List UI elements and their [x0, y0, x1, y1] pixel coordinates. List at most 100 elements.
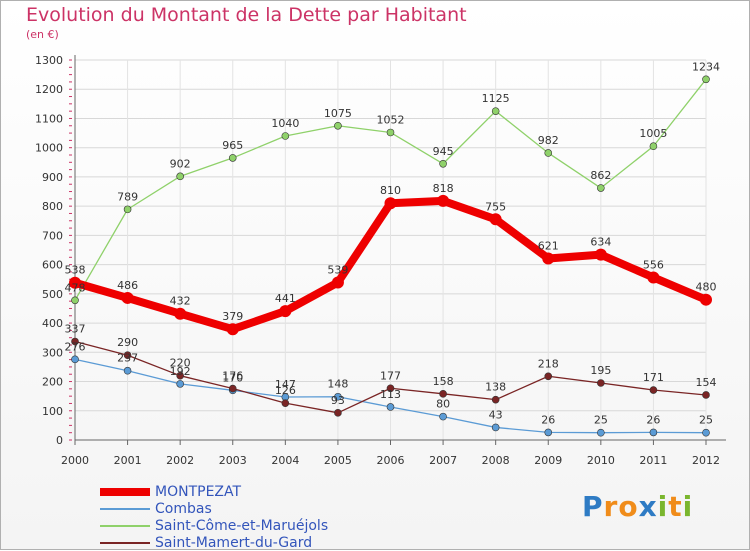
chart-title: Evolution du Montant de la Dette par Hab… [26, 4, 467, 26]
data-point [123, 366, 132, 375]
data-point [281, 399, 290, 407]
data-label: 25 [699, 414, 713, 427]
legend-label: MONTPEZAT [155, 484, 242, 500]
legend-swatch [100, 542, 150, 544]
data-label: 965 [222, 139, 243, 152]
x-tick-label: 2000 [61, 454, 89, 467]
data-label: 220 [170, 357, 191, 370]
data-point [123, 351, 132, 360]
proxiti-logo: Proxiti [582, 490, 693, 523]
x-tick-label: 2001 [114, 454, 142, 467]
data-label: 1075 [324, 107, 352, 120]
x-tick-label: 2008 [482, 454, 510, 467]
data-label: 1125 [482, 92, 510, 105]
chart-subtitle: (en €) [26, 28, 59, 41]
y-tick-label: 100 [42, 405, 63, 418]
data-label: 195 [590, 364, 611, 377]
y-tick-label: 900 [42, 171, 63, 184]
data-point [176, 172, 184, 181]
data-point [544, 149, 553, 157]
data-label: 171 [643, 371, 664, 384]
legend-swatch [100, 488, 150, 496]
data-label: 170 [222, 371, 243, 384]
data-point [334, 409, 342, 417]
data-point [176, 380, 184, 388]
data-point [597, 379, 605, 387]
logo-letter: r [603, 490, 619, 523]
y-tick-label: 700 [42, 229, 63, 242]
y-tick-label: 400 [42, 317, 63, 330]
data-point [649, 428, 658, 437]
data-label: 237 [117, 352, 138, 365]
data-point [228, 154, 237, 162]
data-label: 148 [327, 378, 348, 391]
data-label: 80 [436, 398, 450, 411]
x-tick-label: 2004 [271, 454, 299, 467]
legend-label: Saint-Côme-et-Maruéjols [155, 518, 329, 534]
data-label: 634 [590, 236, 611, 249]
data-point [702, 391, 710, 399]
data-label: 1040 [271, 117, 299, 130]
data-point [174, 307, 187, 320]
data-point [544, 372, 553, 381]
data-point [649, 142, 658, 151]
data-label: 480 [696, 281, 717, 294]
data-point [176, 371, 184, 380]
data-point [386, 128, 395, 137]
x-tick-label: 2007 [429, 454, 457, 467]
data-point [702, 428, 710, 437]
x-tick-label: 2012 [692, 454, 720, 467]
data-label: 192 [170, 365, 191, 378]
data-label: 755 [485, 200, 506, 213]
data-label: 862 [590, 169, 611, 182]
y-tick-label: 0 [56, 434, 63, 447]
data-label: 982 [538, 134, 559, 147]
data-label: 556 [643, 258, 664, 271]
x-tick-label: 2003 [219, 454, 247, 467]
data-point [69, 276, 81, 289]
data-label: 1234 [692, 60, 720, 73]
x-tick-label: 2005 [324, 454, 352, 467]
data-label: 158 [433, 375, 454, 388]
logo-letter: i [657, 490, 669, 523]
data-label: 290 [117, 336, 138, 349]
data-point [279, 305, 292, 318]
y-tick-label: 200 [42, 376, 63, 389]
data-label: 621 [538, 239, 559, 252]
legend-label: Saint-Mamert-du-Gard [155, 535, 313, 551]
data-point [491, 107, 500, 115]
data-point [71, 337, 79, 346]
data-label: 539 [327, 263, 348, 276]
data-point [437, 194, 450, 207]
data-point [228, 384, 237, 393]
data-point [386, 384, 395, 393]
logo-letter: P [582, 490, 604, 523]
data-label: 126 [275, 384, 296, 397]
logo-letter: x [638, 490, 658, 523]
data-point [700, 293, 712, 306]
data-point [491, 423, 500, 432]
data-label: 26 [541, 413, 555, 426]
x-tick-label: 2006 [377, 454, 405, 467]
data-label: 441 [275, 292, 296, 305]
data-label: 43 [489, 408, 503, 421]
data-point [331, 276, 344, 289]
data-point [649, 386, 658, 394]
data-point [491, 395, 500, 404]
data-label: 379 [222, 310, 243, 323]
data-label: 26 [646, 413, 660, 426]
y-tick-label: 300 [42, 346, 63, 359]
data-point [542, 252, 555, 265]
data-label: 93 [331, 394, 345, 407]
data-label: 810 [380, 184, 401, 197]
data-point [489, 213, 502, 226]
x-tick-label: 2002 [166, 454, 194, 467]
data-label: 945 [433, 145, 454, 158]
y-tick-label: 800 [42, 200, 63, 213]
data-label: 1052 [377, 113, 405, 126]
logo-letter: i [682, 490, 694, 523]
data-label: 432 [170, 295, 191, 308]
data-point [594, 248, 607, 261]
y-tick-label: 500 [42, 288, 63, 301]
